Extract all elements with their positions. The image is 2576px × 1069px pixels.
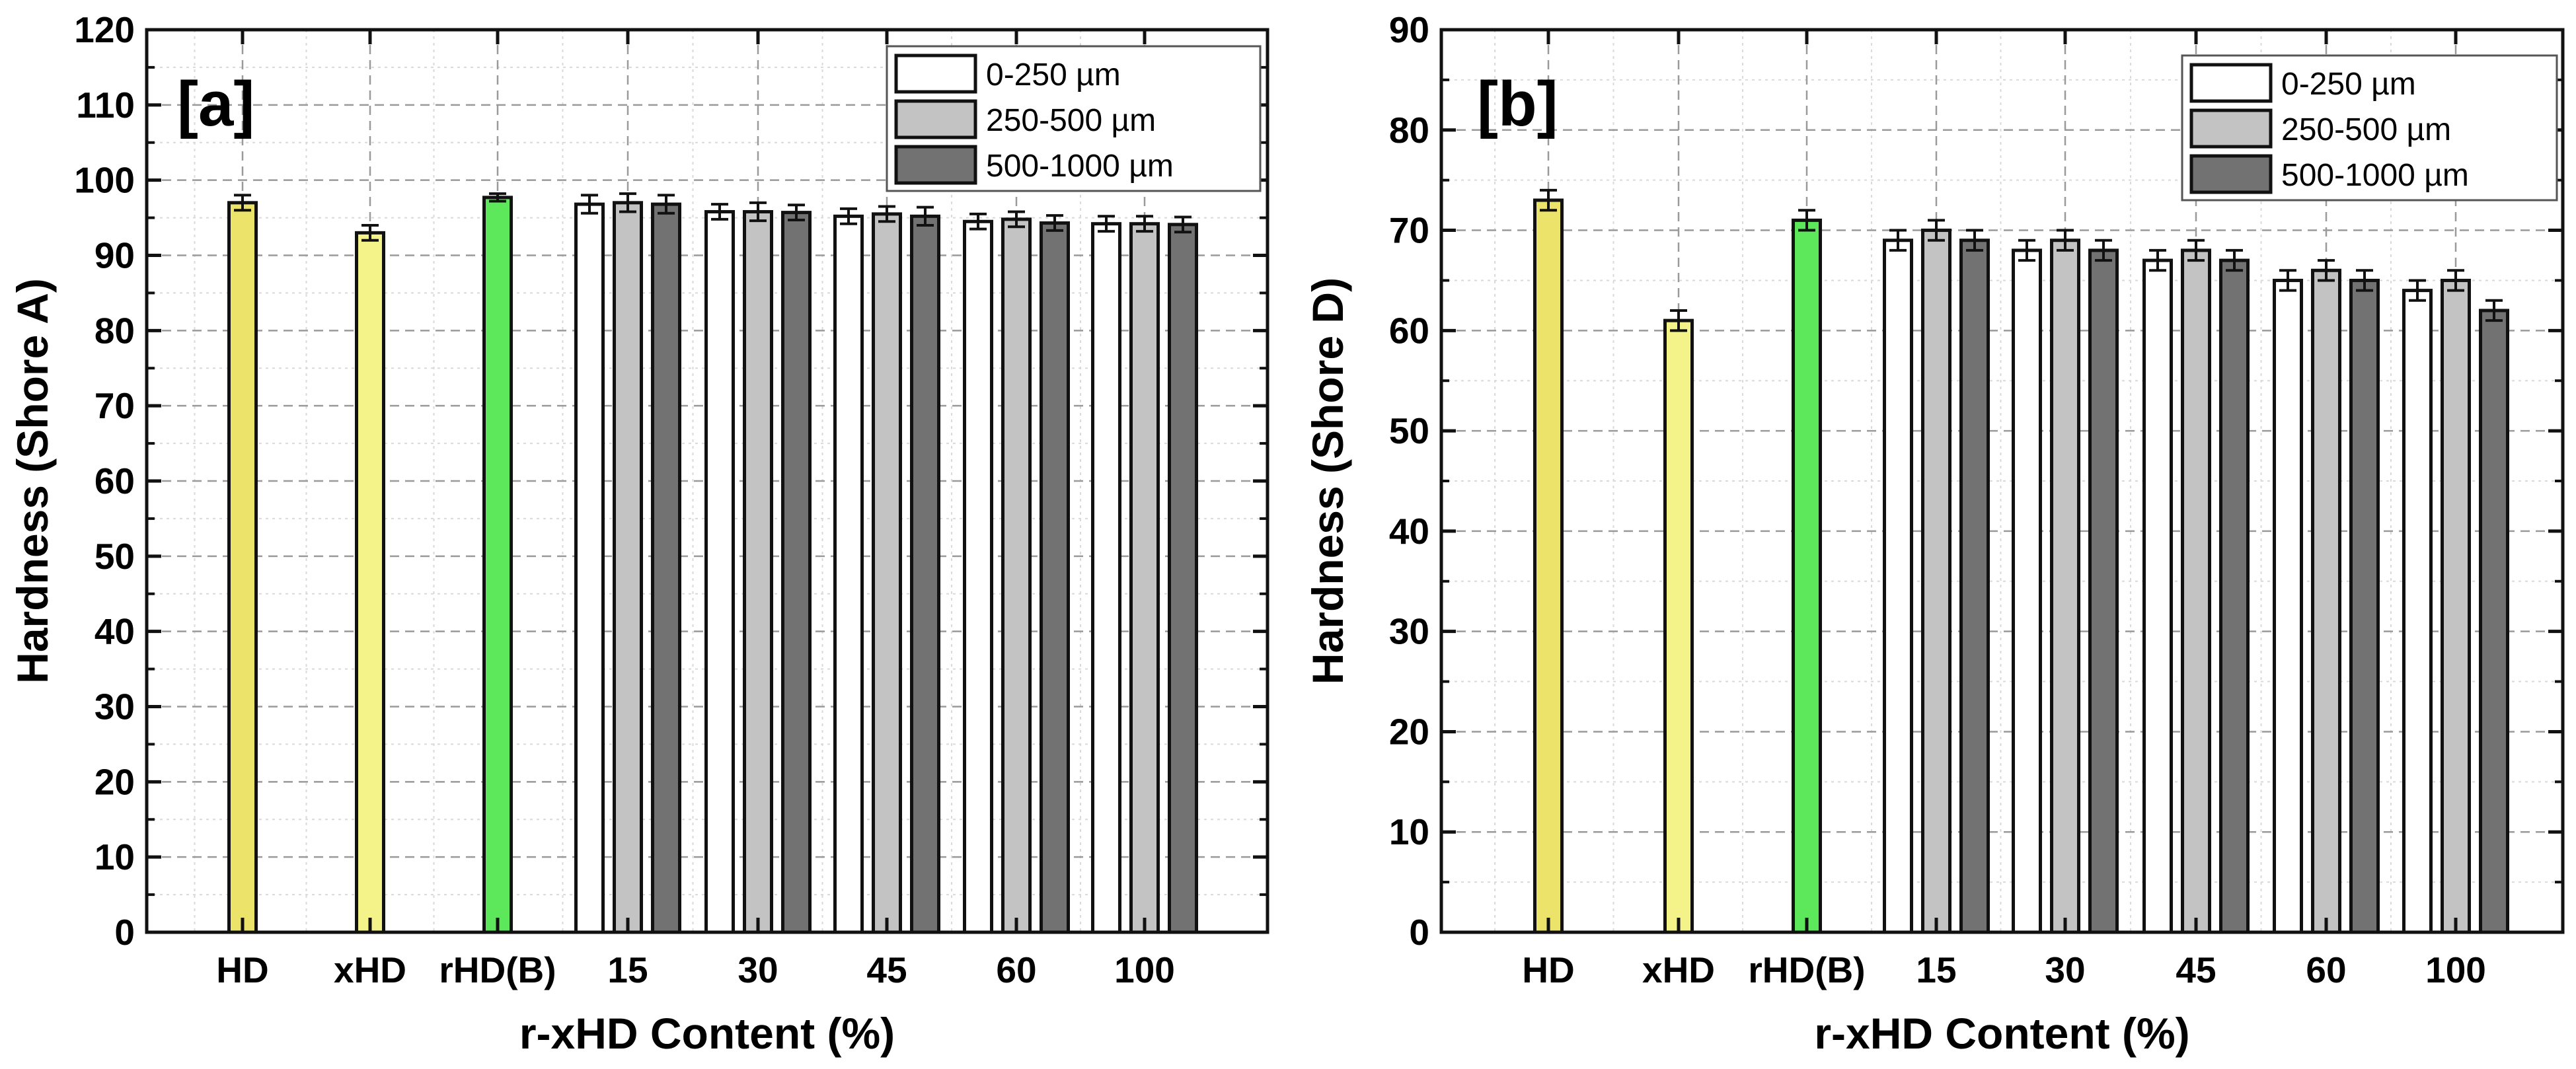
- panel-label: [a]: [177, 69, 254, 139]
- y-tick-label: 40: [1389, 511, 1429, 552]
- bar-series-2-60: [1040, 221, 1070, 934]
- bar-series-1-60: [2311, 268, 2341, 934]
- y-tick-label: 120: [74, 9, 135, 50]
- bar-series-1-15: [1921, 229, 1951, 934]
- y-tick-label: 30: [1389, 611, 1429, 652]
- legend-swatch: [894, 99, 977, 139]
- bar-series-2-30: [781, 211, 812, 934]
- x-tick-label: 100: [1114, 949, 1175, 990]
- x-tick-label: HD: [1522, 949, 1574, 990]
- bar-series-1-45: [2181, 248, 2211, 934]
- y-tick-label: 80: [95, 310, 135, 351]
- reference-bar-rhd-b-: [482, 196, 513, 934]
- bar-series-0-45: [833, 214, 864, 934]
- x-tick-label: 15: [1916, 949, 1956, 990]
- y-tick-label: 40: [95, 611, 135, 652]
- y-tick-label: 110: [76, 85, 135, 126]
- bar-series-0-100: [1091, 222, 1121, 934]
- y-tick-label: 20: [1389, 711, 1429, 752]
- x-axis-title: r-xHD Content (%): [1814, 1009, 2189, 1058]
- bar-series-2-15: [651, 202, 681, 934]
- reference-bar-hd: [227, 201, 258, 934]
- panel-label: [b]: [1477, 69, 1558, 139]
- x-tick-label: 60: [996, 949, 1036, 990]
- x-tick-label: HD: [216, 949, 268, 990]
- x-tick-label: 60: [2306, 949, 2346, 990]
- x-tick-label: rHD(B): [439, 949, 556, 990]
- y-tick-label: 30: [95, 686, 135, 727]
- x-tick-label: xHD: [334, 949, 406, 990]
- legend-label: 250-500 µm: [2281, 112, 2451, 147]
- y-tick-label: 50: [95, 536, 135, 577]
- x-tick-label: xHD: [1642, 949, 1715, 990]
- legend-label: 500-1000 µm: [2281, 158, 2469, 193]
- bar-series-0-60: [2273, 278, 2303, 934]
- y-tick-label: 70: [1389, 210, 1429, 251]
- reference-bar-xhd: [1663, 318, 1694, 934]
- x-tick-label: 45: [866, 949, 907, 990]
- legend-label: 0-250 µm: [986, 57, 1121, 92]
- y-tick-label: 0: [114, 912, 135, 953]
- bar-series-1-45: [872, 212, 902, 934]
- x-tick-label: 100: [2425, 949, 2486, 990]
- reference-bar-hd: [1533, 198, 1564, 934]
- legend: 0-250 µm 250-500 µm 500-1000 µm: [2181, 54, 2558, 202]
- legend-swatch: [2189, 108, 2273, 149]
- legend-label: 250-500 µm: [986, 103, 1156, 138]
- y-tick-label: 90: [1389, 9, 1429, 50]
- bar-series-2-45: [910, 214, 940, 934]
- bar-series-1-100: [2441, 278, 2471, 934]
- x-tick-label: 15: [607, 949, 648, 990]
- bar-series-2-100: [1168, 223, 1198, 934]
- y-tick-label: 60: [1389, 310, 1429, 351]
- y-tick-label: 70: [95, 385, 135, 426]
- legend: 0-250 µm 250-500 µm 500-1000 µm: [886, 45, 1262, 192]
- legend-swatch: [894, 54, 977, 94]
- legend-label: 500-1000 µm: [986, 149, 1174, 184]
- x-tick-label: 30: [738, 949, 778, 990]
- bar-series-0-15: [574, 202, 605, 934]
- y-tick-label: 80: [1389, 110, 1429, 151]
- x-tick-label: 30: [2045, 949, 2085, 990]
- y-tick-label: 100: [74, 160, 135, 201]
- y-tick-label: 50: [1389, 410, 1429, 451]
- y-tick-label: 90: [95, 235, 135, 276]
- reference-bar-xhd: [355, 231, 385, 934]
- bar-series-0-60: [963, 219, 993, 934]
- bar-series-0-45: [2142, 258, 2173, 934]
- chart-panel-b: 0 10 20 30 40 50 60 70 80 90 HD xHD rHD(B) 15 30 45 60 10…: [1303, 9, 2565, 1058]
- x-tick-label: rHD(B): [1748, 949, 1865, 990]
- bar-series-1-100: [1129, 222, 1160, 934]
- bar-series-2-30: [2088, 248, 2119, 934]
- legend-label: 0-250 µm: [2281, 67, 2416, 102]
- bar-series-1-30: [2050, 239, 2080, 934]
- legend-swatch: [2189, 154, 2273, 194]
- legend-swatch: [2189, 63, 2273, 103]
- y-tick-label: 20: [95, 761, 135, 802]
- bar-series-2-100: [2479, 309, 2509, 934]
- bar-series-2-60: [2349, 278, 2380, 934]
- legend-swatch: [894, 145, 977, 185]
- y-axis-title: Hardness (Shore A): [8, 278, 57, 684]
- y-tick-label: 0: [1409, 912, 1429, 953]
- bar-series-0-30: [2012, 248, 2042, 934]
- x-axis-title: r-xHD Content (%): [519, 1009, 895, 1058]
- bar-series-1-30: [743, 209, 773, 934]
- reference-bar-rhd-b-: [1792, 218, 1822, 934]
- bar-series-0-100: [2402, 289, 2433, 934]
- bar-series-1-15: [613, 201, 643, 934]
- bar-series-2-15: [1959, 239, 1990, 934]
- y-axis-title: Hardness (Shore D): [1303, 277, 1352, 684]
- bar-series-0-15: [1883, 239, 1913, 934]
- bar-series-1-60: [1001, 217, 1032, 934]
- y-tick-label: 60: [95, 461, 135, 501]
- bar-series-0-30: [704, 209, 735, 934]
- x-tick-label: 45: [2176, 949, 2216, 990]
- y-tick-label: 10: [1389, 811, 1429, 852]
- bar-series-2-45: [2219, 258, 2250, 934]
- chart-panel-a: 0 10 20 30 40 50 60 70 80 90 100 110 120 HD xHD rHD(B) 1…: [8, 9, 1269, 1058]
- y-tick-label: 10: [95, 836, 135, 877]
